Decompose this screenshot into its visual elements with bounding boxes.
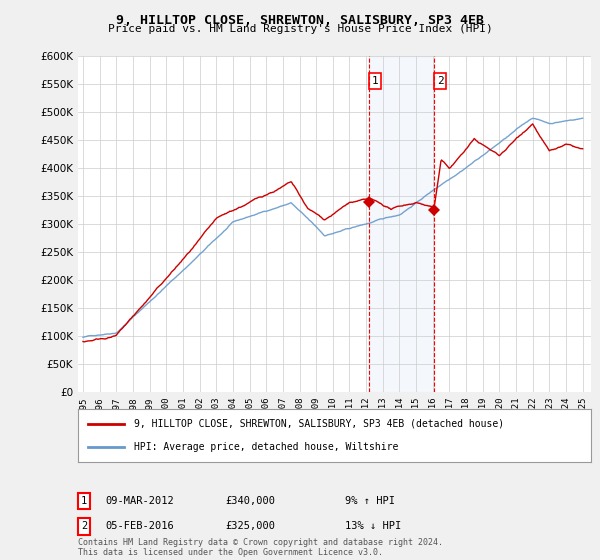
- Text: 9, HILLTOP CLOSE, SHREWTON, SALISBURY, SP3 4EB: 9, HILLTOP CLOSE, SHREWTON, SALISBURY, S…: [116, 14, 484, 27]
- Text: 2: 2: [437, 76, 443, 86]
- Text: 13% ↓ HPI: 13% ↓ HPI: [345, 521, 401, 531]
- Text: 2: 2: [81, 521, 87, 531]
- Text: Price paid vs. HM Land Registry's House Price Index (HPI): Price paid vs. HM Land Registry's House …: [107, 24, 493, 34]
- Text: 05-FEB-2016: 05-FEB-2016: [105, 521, 174, 531]
- Text: 1: 1: [371, 76, 379, 86]
- Text: £340,000: £340,000: [225, 496, 275, 506]
- Text: HPI: Average price, detached house, Wiltshire: HPI: Average price, detached house, Wilt…: [134, 442, 399, 452]
- Bar: [369, 56, 434, 392]
- Text: 09-MAR-2012: 09-MAR-2012: [105, 496, 174, 506]
- Text: 9, HILLTOP CLOSE, SHREWTON, SALISBURY, SP3 4EB (detached house): 9, HILLTOP CLOSE, SHREWTON, SALISBURY, S…: [134, 419, 505, 429]
- Text: 1: 1: [81, 496, 87, 506]
- Text: 9% ↑ HPI: 9% ↑ HPI: [345, 496, 395, 506]
- Text: Contains HM Land Registry data © Crown copyright and database right 2024.
This d: Contains HM Land Registry data © Crown c…: [78, 538, 443, 557]
- Text: £325,000: £325,000: [225, 521, 275, 531]
